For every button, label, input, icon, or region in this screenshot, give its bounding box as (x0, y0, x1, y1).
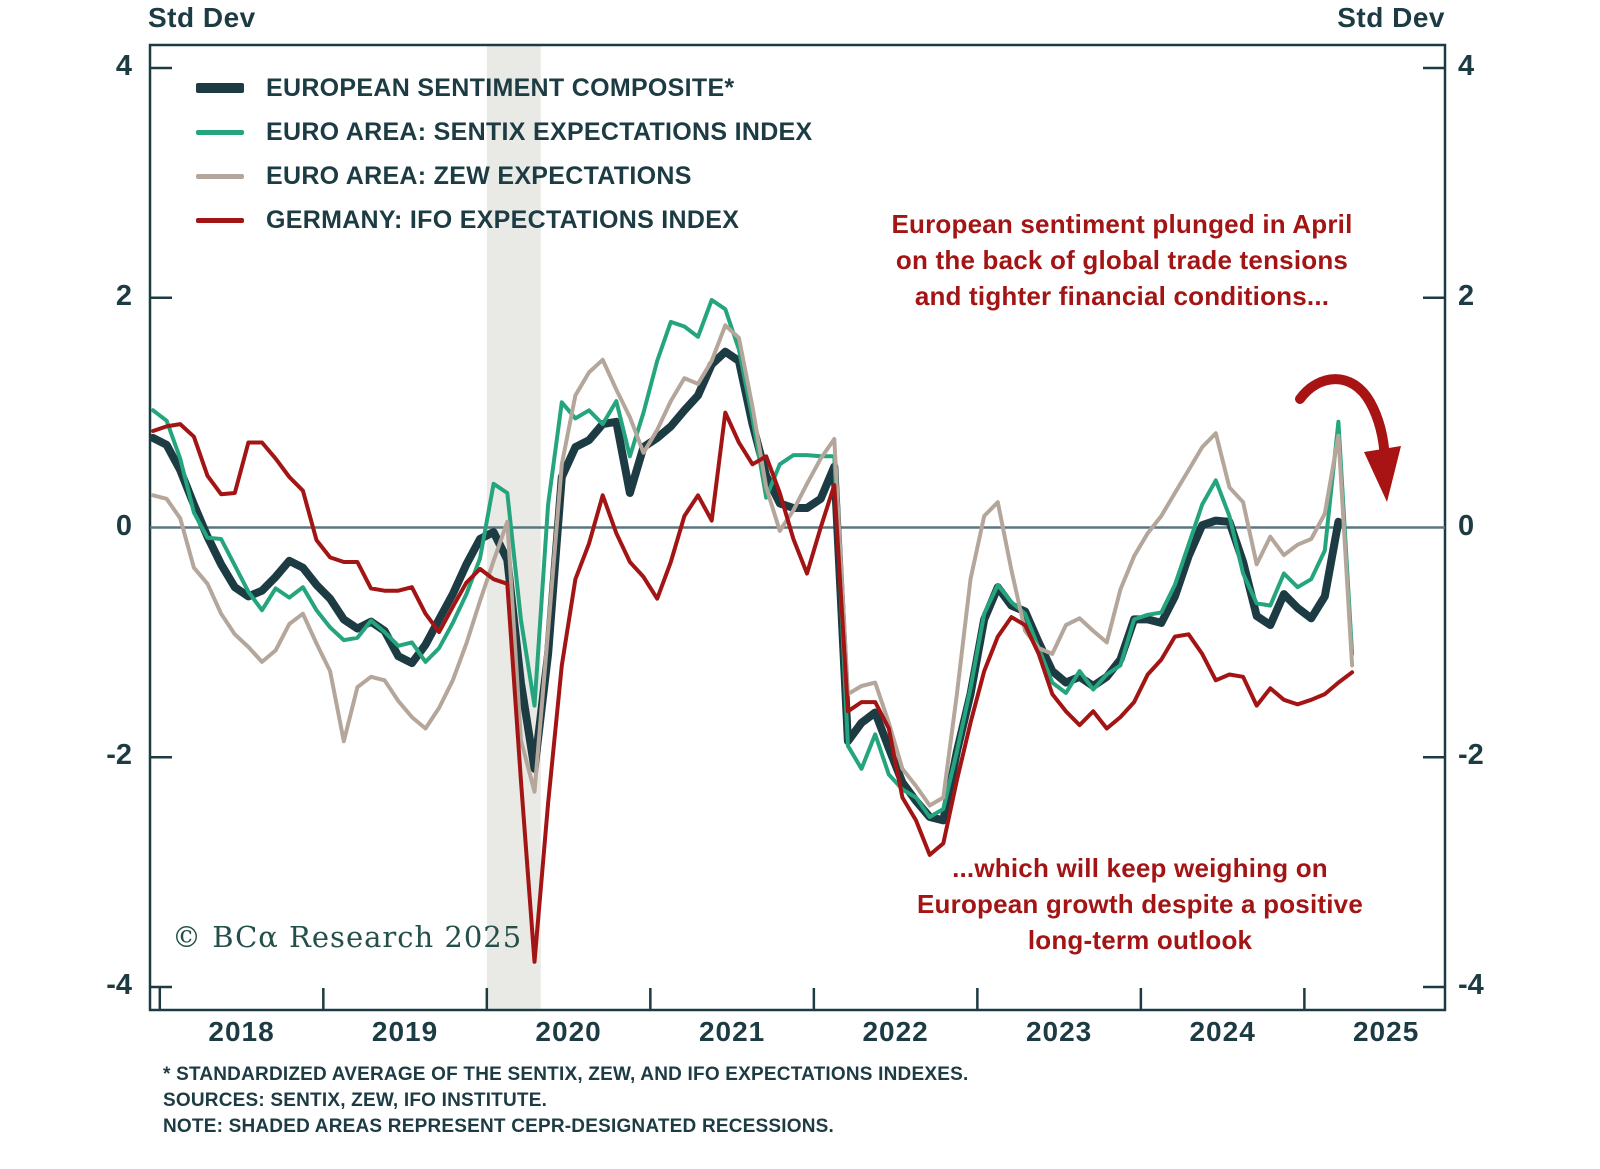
legend-item-2: EURO AREA: ZEW EXPECTATIONS (196, 154, 813, 198)
footnote-sources: SOURCES: SENTIX, ZEW, IFO INSTITUTE. (163, 1090, 548, 1111)
annotation-line: on the back of global trade tensions (895, 245, 1349, 275)
x-axis-label-year: 2023 (1025, 1016, 1093, 1047)
y-axis-label-left: 4 (115, 50, 132, 83)
y-axis-label-left: 0 (115, 509, 132, 542)
legend-swatch-icon (196, 83, 244, 93)
y-axis-label-left: -4 (106, 969, 132, 1002)
series-line-0 (149, 347, 1343, 825)
legend-swatch-icon (196, 173, 244, 179)
x-axis-label-year: 2019 (371, 1016, 439, 1047)
y-axis-label-right: -4 (1458, 969, 1484, 1002)
x-axis-label-year: 2021 (698, 1016, 766, 1047)
annotation-line: long-term outlook (1027, 925, 1253, 955)
annotation-line: and tighter financial conditions... (914, 281, 1330, 311)
annotation-line: European growth despite a positive (917, 889, 1363, 919)
plunge-arrow-icon (1295, 374, 1401, 502)
annotation-line: ...which will keep weighing on (952, 853, 1328, 883)
y-axis-label-right: 2 (1458, 279, 1475, 312)
series-line-3 (151, 410, 1355, 964)
y-axis-title-right: Std Dev (1337, 2, 1445, 33)
footnote-note: NOTE: SHADED AREAS REPRESENT CEPR-DESIGN… (163, 1116, 835, 1137)
legend-label: EURO AREA: SENTIX EXPECTATIONS INDEX (266, 117, 813, 146)
annotation-growth-outlook: ...which will keep weighing on European … (860, 850, 1420, 958)
y-axis-label-left: -2 (106, 739, 132, 772)
legend-label: EURO AREA: ZEW EXPECTATIONS (266, 161, 692, 190)
legend-swatch-icon (196, 217, 244, 223)
series-line-2 (151, 323, 1355, 808)
y-axis-label-right: -2 (1458, 739, 1484, 772)
legend-item-1: EURO AREA: SENTIX EXPECTATIONS INDEX (196, 110, 813, 154)
legend-item-3: GERMANY: IFO EXPECTATIONS INDEX (196, 198, 813, 242)
y-axis-title-left: Std Dev (148, 2, 256, 33)
legend-label: GERMANY: IFO EXPECTATIONS INDEX (266, 205, 740, 234)
footnote-definition: * STANDARDIZED AVERAGE OF THE SENTIX, ZE… (163, 1064, 969, 1085)
legend-label: EUROPEAN SENTIMENT COMPOSITE* (266, 73, 735, 102)
copyright-notice: © BCα Research 2025 (172, 920, 523, 954)
legend-item-0: EUROPEAN SENTIMENT COMPOSITE* (196, 66, 813, 110)
x-axis-label-year: 2024 (1189, 1016, 1256, 1047)
x-axis-label-year: 2022 (862, 1016, 929, 1047)
legend-swatch-icon (196, 129, 244, 135)
annotation-line: European sentiment plunged in April (891, 209, 1353, 239)
x-axis-label-year: 2020 (535, 1016, 602, 1047)
footnotes: * STANDARDIZED AVERAGE OF THE SENTIX, ZE… (163, 1062, 968, 1140)
y-axis-label-left: 2 (115, 279, 132, 312)
annotation-april-plunge: European sentiment plunged in April on t… (842, 206, 1402, 314)
x-axis-label-year: 2025 (1352, 1016, 1420, 1047)
y-axis-label-right: 4 (1458, 50, 1475, 83)
y-axis-label-right: 0 (1458, 509, 1475, 542)
x-axis-label-year: 2018 (208, 1016, 275, 1047)
legend: EUROPEAN SENTIMENT COMPOSITE* EURO AREA: … (196, 66, 813, 242)
